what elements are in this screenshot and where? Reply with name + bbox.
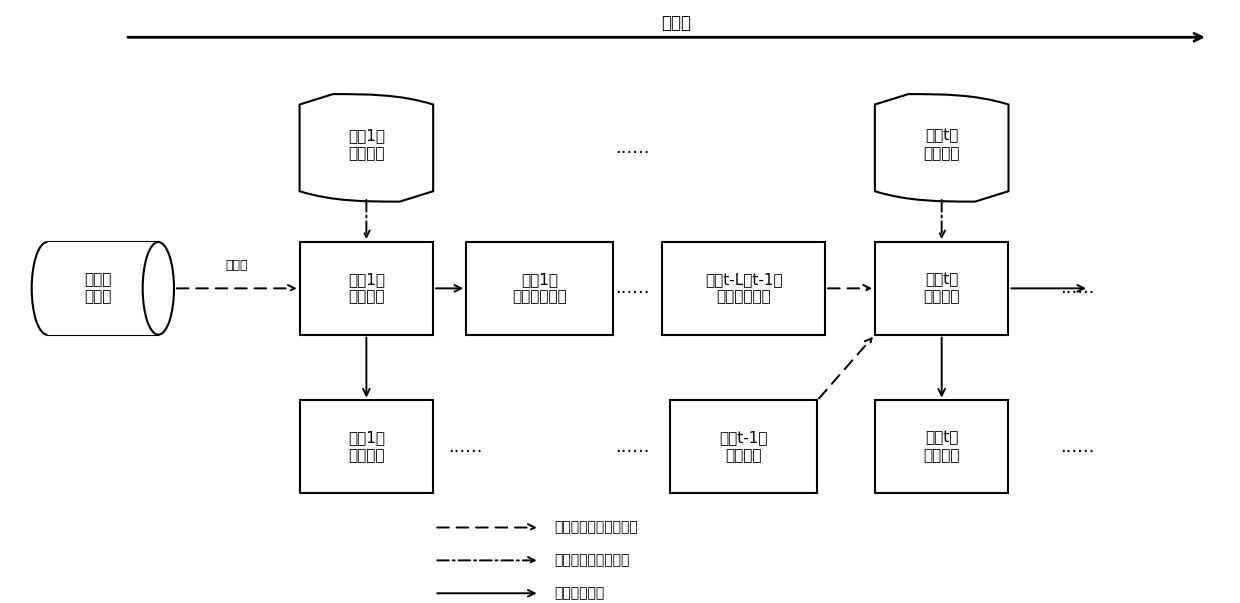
FancyBboxPatch shape <box>300 400 433 493</box>
Text: 待分类流量数据输入: 待分类流量数据输入 <box>554 554 630 567</box>
Text: 分类模型输出: 分类模型输出 <box>554 586 605 600</box>
FancyBboxPatch shape <box>671 400 817 493</box>
Text: 时刻1的
协议分布信息: 时刻1的 协议分布信息 <box>512 272 567 305</box>
PathPatch shape <box>875 94 1008 201</box>
Text: 时刻1的
分类模型: 时刻1的 分类模型 <box>348 272 384 305</box>
PathPatch shape <box>300 94 433 201</box>
Text: ......: ...... <box>615 438 650 456</box>
FancyBboxPatch shape <box>466 242 613 335</box>
Text: 时刻1的
网络流量: 时刻1的 网络流量 <box>348 128 384 161</box>
FancyBboxPatch shape <box>662 242 826 335</box>
Text: 时刻t的
分类模型: 时刻t的 分类模型 <box>924 272 960 305</box>
Text: 时间线: 时间线 <box>661 14 691 33</box>
Text: ......: ...... <box>1060 438 1095 456</box>
Text: ......: ...... <box>1060 279 1095 297</box>
Text: ......: ...... <box>615 139 650 157</box>
Text: ......: ...... <box>448 438 482 456</box>
Text: ......: ...... <box>615 279 650 297</box>
Text: 时刻t-1的
分类结果: 时刻t-1的 分类结果 <box>719 431 768 463</box>
FancyBboxPatch shape <box>300 242 433 335</box>
Text: 时刻t的
网络流量: 时刻t的 网络流量 <box>924 128 960 161</box>
Bar <box>47 242 159 335</box>
Text: 时刻t-L至t-1的
协议分布信息: 时刻t-L至t-1的 协议分布信息 <box>704 272 782 305</box>
Ellipse shape <box>143 242 174 335</box>
Text: 分类模型训练数据输入: 分类模型训练数据输入 <box>554 520 639 534</box>
Text: 时刻t的
分类结果: 时刻t的 分类结果 <box>924 431 960 463</box>
FancyBboxPatch shape <box>875 400 1008 493</box>
Text: 时刻1的
分类结果: 时刻1的 分类结果 <box>348 431 384 463</box>
Text: 初始化
数据集: 初始化 数据集 <box>84 272 112 305</box>
Text: 初始化: 初始化 <box>226 259 248 271</box>
FancyBboxPatch shape <box>875 242 1008 335</box>
